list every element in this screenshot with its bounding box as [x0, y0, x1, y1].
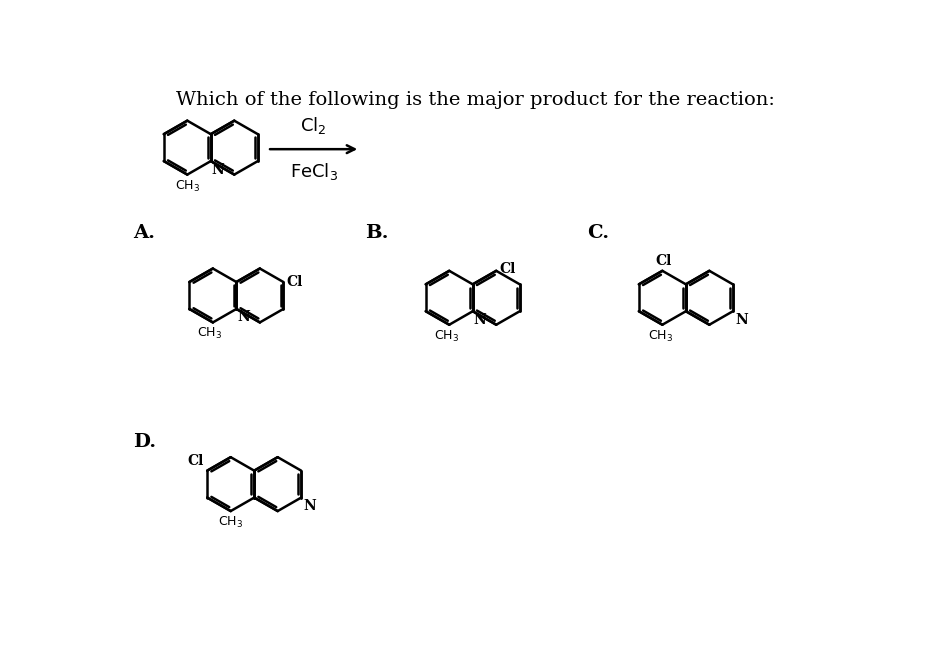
- Text: $\mathrm{CH_3}$: $\mathrm{CH_3}$: [433, 329, 458, 343]
- Text: N: N: [734, 312, 747, 327]
- Text: B.: B.: [365, 224, 388, 242]
- Text: $\mathrm{CH_3}$: $\mathrm{CH_3}$: [648, 329, 673, 343]
- Text: $\mathrm{CH_3}$: $\mathrm{CH_3}$: [197, 327, 222, 341]
- Text: N: N: [237, 310, 249, 325]
- Text: $\mathrm{Cl_2}$: $\mathrm{Cl_2}$: [300, 115, 326, 136]
- Text: Cl: Cl: [499, 262, 515, 276]
- Text: N: N: [211, 163, 224, 177]
- Text: N: N: [473, 312, 486, 327]
- Text: Cl: Cl: [187, 454, 204, 468]
- Text: Cl: Cl: [286, 275, 302, 289]
- Text: Which of the following is the major product for the reaction:: Which of the following is the major prod…: [176, 91, 774, 110]
- Text: N: N: [303, 499, 316, 513]
- Text: D.: D.: [133, 433, 156, 450]
- Text: $\mathrm{FeCl_3}$: $\mathrm{FeCl_3}$: [289, 161, 337, 181]
- Text: C.: C.: [587, 224, 609, 242]
- Text: $\mathrm{CH_3}$: $\mathrm{CH_3}$: [174, 179, 199, 194]
- Text: Cl: Cl: [655, 254, 671, 267]
- Text: $\mathrm{CH_3}$: $\mathrm{CH_3}$: [218, 515, 243, 530]
- Text: A.: A.: [133, 224, 155, 242]
